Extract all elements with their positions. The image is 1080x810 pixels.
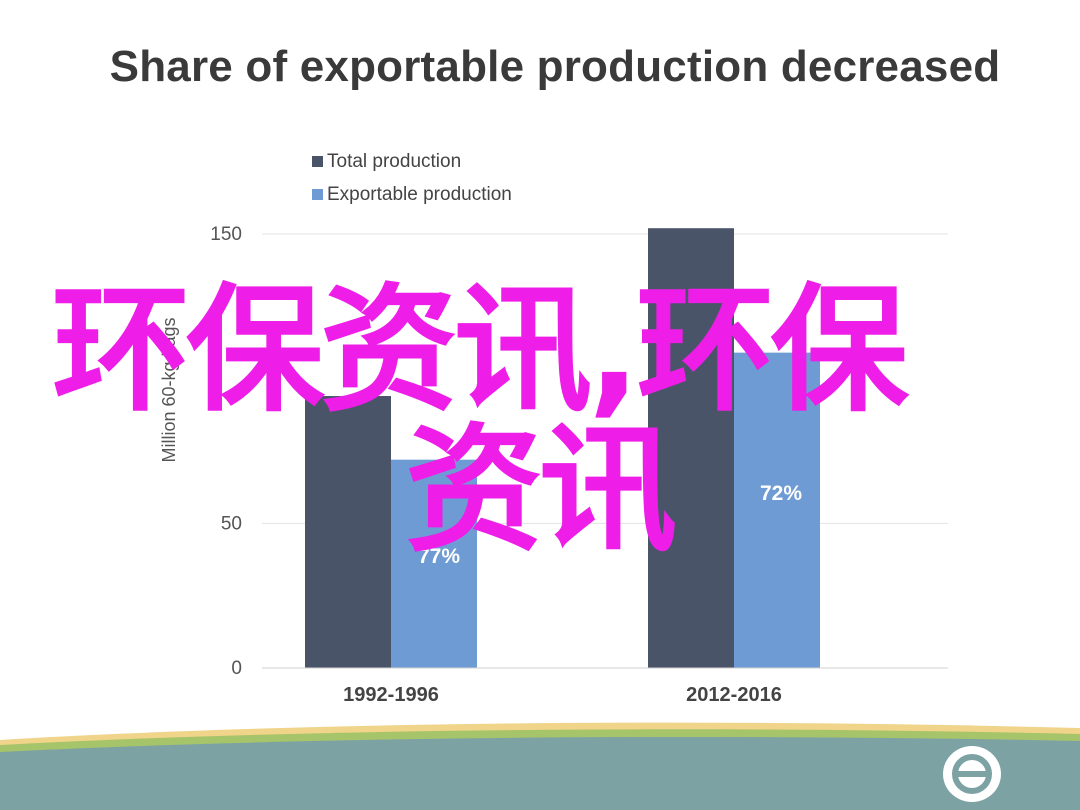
legend-label-exportable: Exportable production: [327, 183, 512, 205]
legend-label-total: Total production: [327, 150, 462, 172]
y-tick-label: 0: [231, 658, 242, 679]
bar-exportable: [391, 459, 477, 668]
footer-band: [0, 736, 1080, 810]
legend-item-total: Total production: [312, 145, 512, 178]
slide-title: Share of exportable production decreased: [109, 42, 1001, 91]
theta-logo-icon: [943, 746, 1001, 802]
y-axis-title: Million 60-kg bags: [159, 317, 179, 462]
y-tick-label: 150: [210, 224, 242, 245]
data-label: 72%: [760, 482, 802, 505]
watermark-text-line2: 资讯: [405, 410, 677, 571]
legend-swatch-exportable: [312, 189, 323, 200]
legend-item-exportable: Exportable production: [312, 178, 512, 211]
x-tick-label: 2012-2016: [686, 684, 782, 706]
chart-legend: Total production Exportable production: [312, 145, 512, 211]
legend-swatch-total: [312, 156, 323, 167]
x-tick-label: 1992-1996: [343, 684, 439, 706]
data-label: 77%: [418, 545, 460, 568]
watermark-text-line1: 环保资讯,环保: [52, 270, 908, 431]
bar-total: [305, 396, 391, 668]
bar-exportable: [734, 352, 820, 668]
bar-total: [648, 228, 734, 669]
y-tick-label: 50: [221, 513, 242, 534]
